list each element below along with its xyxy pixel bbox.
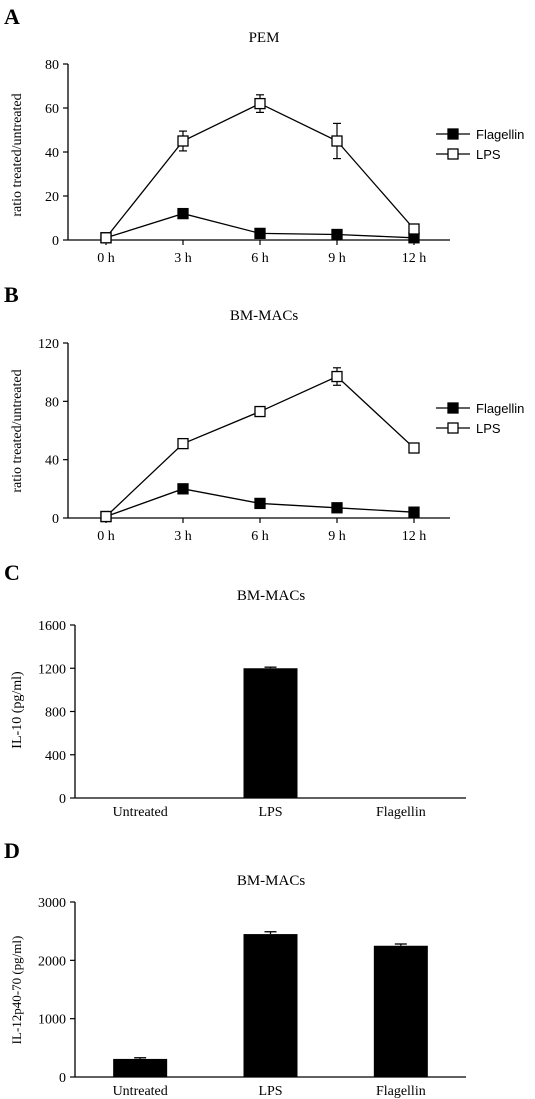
data-point-flagellin <box>177 483 189 495</box>
x-tick-label: 3 h <box>174 529 192 544</box>
data-point-lps <box>331 135 343 147</box>
legend-label: LPS <box>476 147 501 162</box>
data-point-lps <box>177 437 189 450</box>
y-tick-label: 0 <box>59 792 66 807</box>
panel-letter: D <box>4 838 20 863</box>
series-line-lps <box>105 102 415 239</box>
chart-title: BM-MACs <box>237 588 306 604</box>
x-tick-label: 12 h <box>402 251 427 266</box>
y-tick-label: 1600 <box>38 619 66 634</box>
x-tick-label: LPS <box>258 1084 282 1099</box>
y-tick-label: 40 <box>45 454 59 469</box>
panel-b: B BM-MACs ratio treated/untreated 0 40 80 1… <box>0 275 535 555</box>
data-point-lps <box>254 405 266 418</box>
x-tick-label: Flagellin <box>376 1084 426 1099</box>
y-tick-label: 0 <box>59 1071 66 1086</box>
data-point-lps <box>100 232 112 244</box>
y-tick-label: 80 <box>45 395 59 410</box>
bar-untreated <box>113 1058 168 1077</box>
y-tick-label: 3000 <box>38 896 66 911</box>
data-point-lps <box>254 97 266 110</box>
y-tick-label: 800 <box>45 706 66 721</box>
chart-c: C BM-MACs IL-10 (pg/ml) 0 400 800 1200 1600 U… <box>4 560 466 820</box>
chart-title: BM-MACs <box>237 873 306 889</box>
x-tick-label: Untreated <box>113 805 168 820</box>
chart-b: B BM-MACs ratio treated/untreated 0 40 80 1… <box>4 282 524 544</box>
y-tick-label: 1000 <box>38 1013 66 1028</box>
y-tick-label: 20 <box>45 190 59 205</box>
x-tick-label: 9 h <box>328 251 346 266</box>
data-point-lps <box>408 442 420 454</box>
x-tick-label: 6 h <box>251 529 269 544</box>
y-tick-label: 2000 <box>38 954 66 969</box>
bar-untreated <box>113 797 168 799</box>
data-point-flagellin <box>408 506 420 518</box>
bar-flagellin <box>373 945 428 1077</box>
y-tick-label: 40 <box>45 146 59 161</box>
data-point-flagellin <box>254 497 266 510</box>
legend-label: Flagellin <box>476 401 524 416</box>
y-tick-label: 0 <box>52 512 59 527</box>
series-line-lps <box>105 375 415 518</box>
chart-a: A PEM ratio treated/untreated 0 20 40 60 80 0… <box>4 4 524 266</box>
panel-c: C BM-MACs IL-10 (pg/ml) 0 400 800 1200 1600 U… <box>0 555 535 830</box>
y-axis-label: ratio treated/untreated <box>10 93 25 216</box>
chart-d: D BM-MACs IL-12p40-70 (pg/ml) 0 1000 2000 3… <box>4 838 466 1099</box>
legend-marker <box>447 148 459 160</box>
bar-flagellin <box>373 797 428 799</box>
chart-title: PEM <box>249 30 280 46</box>
bar-lps <box>243 934 298 1077</box>
x-tick-label: 3 h <box>174 251 192 266</box>
data-point-flagellin <box>254 227 266 240</box>
chart-title: BM-MACs <box>230 308 299 324</box>
x-tick-label: LPS <box>258 805 282 820</box>
y-tick-label: 120 <box>38 337 59 352</box>
x-tick-label: Flagellin <box>376 805 426 820</box>
y-axis-label: IL-10 (pg/ml) <box>10 671 25 749</box>
y-tick-label: 80 <box>45 58 59 73</box>
legend-label: LPS <box>476 421 501 436</box>
panel-letter: A <box>4 4 20 29</box>
legend-marker <box>447 128 459 140</box>
y-tick-label: 60 <box>45 102 59 117</box>
x-tick-label: Untreated <box>113 1084 168 1099</box>
panel-letter: B <box>4 282 19 307</box>
legend-marker <box>447 402 459 414</box>
x-tick-label: 6 h <box>251 251 269 266</box>
y-axis-label: ratio treated/untreated <box>10 369 25 492</box>
data-point-lps <box>100 510 112 523</box>
data-point-lps <box>331 370 343 383</box>
y-tick-label: 1200 <box>38 662 66 677</box>
data-point-lps <box>408 223 420 235</box>
x-tick-label: 12 h <box>402 529 427 544</box>
panel-a: A PEM ratio treated/untreated 0 20 40 60 80 0… <box>0 0 535 275</box>
y-tick-label: 0 <box>52 234 59 249</box>
y-tick-label: 400 <box>45 749 66 764</box>
x-tick-label: 0 h <box>97 529 115 544</box>
data-point-flagellin <box>331 502 343 514</box>
legend-label: Flagellin <box>476 127 524 142</box>
bar-lps <box>243 668 298 798</box>
data-point-lps <box>177 135 189 147</box>
data-point-flagellin <box>331 228 343 241</box>
panel-letter: C <box>4 560 20 585</box>
x-tick-label: 0 h <box>97 251 115 266</box>
legend-marker <box>447 422 459 434</box>
data-point-flagellin <box>177 207 189 220</box>
panel-d: D BM-MACs IL-12p40-70 (pg/ml) 0 1000 2000 3… <box>0 830 535 1099</box>
x-tick-label: 9 h <box>328 529 346 544</box>
y-axis-label: IL-12p40-70 (pg/ml) <box>9 936 24 1045</box>
